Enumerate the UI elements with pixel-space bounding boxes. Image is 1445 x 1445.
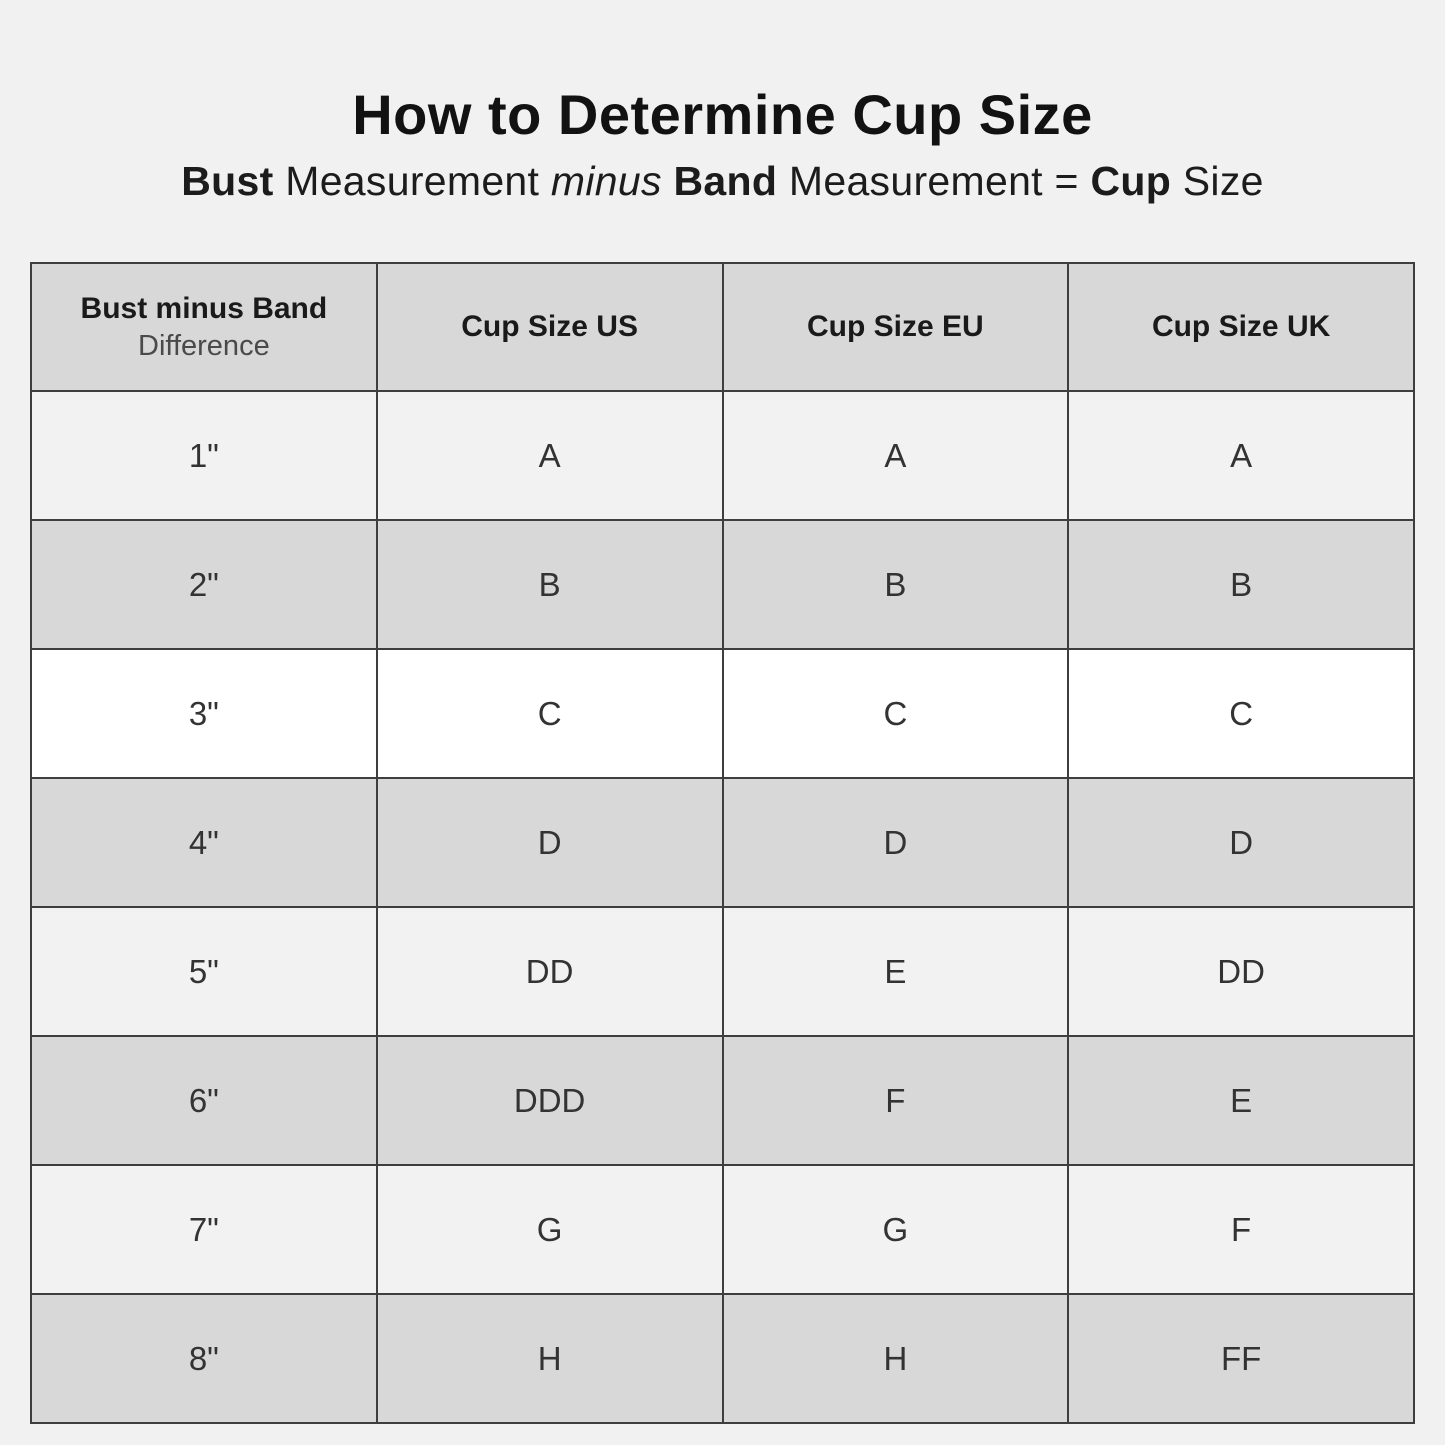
eu-cell: D bbox=[721, 777, 1070, 908]
us-cell: DDD bbox=[375, 1035, 724, 1166]
difference-cell: 6" bbox=[30, 1035, 378, 1166]
uk-cell: B bbox=[1067, 519, 1415, 650]
uk-cell: FF bbox=[1067, 1293, 1415, 1424]
table-row-3inch-highlighted: 3" C C C bbox=[30, 648, 1415, 779]
subtitle-segment-space bbox=[662, 158, 674, 204]
uk-cell: D bbox=[1067, 777, 1415, 908]
table-row-5inch: 5" DD E DD bbox=[30, 906, 1415, 1037]
us-cell: B bbox=[375, 519, 724, 650]
eu-cell: A bbox=[721, 390, 1070, 521]
uk-cell: DD bbox=[1067, 906, 1415, 1037]
header-cup-size-us: Cup Size US bbox=[375, 262, 724, 392]
subtitle-formula: Bust Measurement minus Band Measurement … bbox=[0, 158, 1445, 205]
subtitle-segment-bust: Bust bbox=[181, 158, 274, 204]
us-cell: G bbox=[375, 1164, 724, 1295]
uk-cell: C bbox=[1067, 648, 1415, 779]
uk-cell: A bbox=[1067, 390, 1415, 521]
eu-cell: H bbox=[721, 1293, 1070, 1424]
header-difference-line1: Bust minus Band bbox=[80, 292, 328, 326]
difference-cell: 8" bbox=[30, 1293, 378, 1424]
cup-size-table: Bust minus Band Difference Cup Size US C… bbox=[30, 262, 1415, 1424]
subtitle-segment-measurement2: Measurement = bbox=[777, 158, 1091, 204]
table-row-6inch: 6" DDD F E bbox=[30, 1035, 1415, 1166]
subtitle-segment-minus: minus bbox=[550, 158, 662, 204]
table-row-1inch: 1" A A A bbox=[30, 390, 1415, 521]
difference-cell: 5" bbox=[30, 906, 378, 1037]
us-cell: H bbox=[375, 1293, 724, 1424]
us-cell: A bbox=[375, 390, 724, 521]
table-body: 1" A A A 2" B B B 3" C C C 4" D D D 5" D… bbox=[30, 390, 1415, 1424]
eu-cell: E bbox=[721, 906, 1070, 1037]
uk-cell: F bbox=[1067, 1164, 1415, 1295]
table-row-7inch: 7" G G F bbox=[30, 1164, 1415, 1295]
us-cell: D bbox=[375, 777, 724, 908]
difference-cell: 7" bbox=[30, 1164, 378, 1295]
eu-cell: G bbox=[721, 1164, 1070, 1295]
subtitle-segment-measurement1: Measurement bbox=[273, 158, 551, 204]
table-row-4inch: 4" D D D bbox=[30, 777, 1415, 908]
header-cup-size-uk-label: Cup Size UK bbox=[1151, 310, 1331, 344]
header-cup-size-eu-label: Cup Size EU bbox=[807, 310, 984, 344]
subtitle-segment-band: Band bbox=[673, 158, 778, 204]
page-title: How to Determine Cup Size bbox=[352, 82, 1093, 146]
header-cup-size-eu: Cup Size EU bbox=[721, 262, 1070, 392]
eu-cell: B bbox=[721, 519, 1070, 650]
header-row: Bust minus Band Difference Cup Size US C… bbox=[30, 262, 1415, 392]
table-row-2inch: 2" B B B bbox=[30, 519, 1415, 650]
us-cell: C bbox=[375, 648, 724, 779]
us-cell: DD bbox=[375, 906, 724, 1037]
subtitle-segment-size: Size bbox=[1171, 158, 1264, 204]
header-cup-size-uk: Cup Size UK bbox=[1067, 262, 1415, 392]
header-difference: Bust minus Band Difference bbox=[30, 262, 378, 392]
header-cup-size-us-label: Cup Size US bbox=[461, 310, 638, 344]
eu-cell: C bbox=[721, 648, 1070, 779]
difference-cell: 2" bbox=[30, 519, 378, 650]
difference-cell: 1" bbox=[30, 390, 378, 521]
uk-cell: E bbox=[1067, 1035, 1415, 1166]
eu-cell: F bbox=[721, 1035, 1070, 1166]
difference-cell: 4" bbox=[30, 777, 378, 908]
difference-cell: 3" bbox=[30, 648, 378, 779]
subtitle-segment-cup: Cup bbox=[1090, 158, 1172, 204]
table-row-8inch: 8" H H FF bbox=[30, 1293, 1415, 1424]
table-header: Bust minus Band Difference Cup Size US C… bbox=[30, 262, 1415, 392]
header-difference-line2: Difference bbox=[138, 329, 270, 362]
